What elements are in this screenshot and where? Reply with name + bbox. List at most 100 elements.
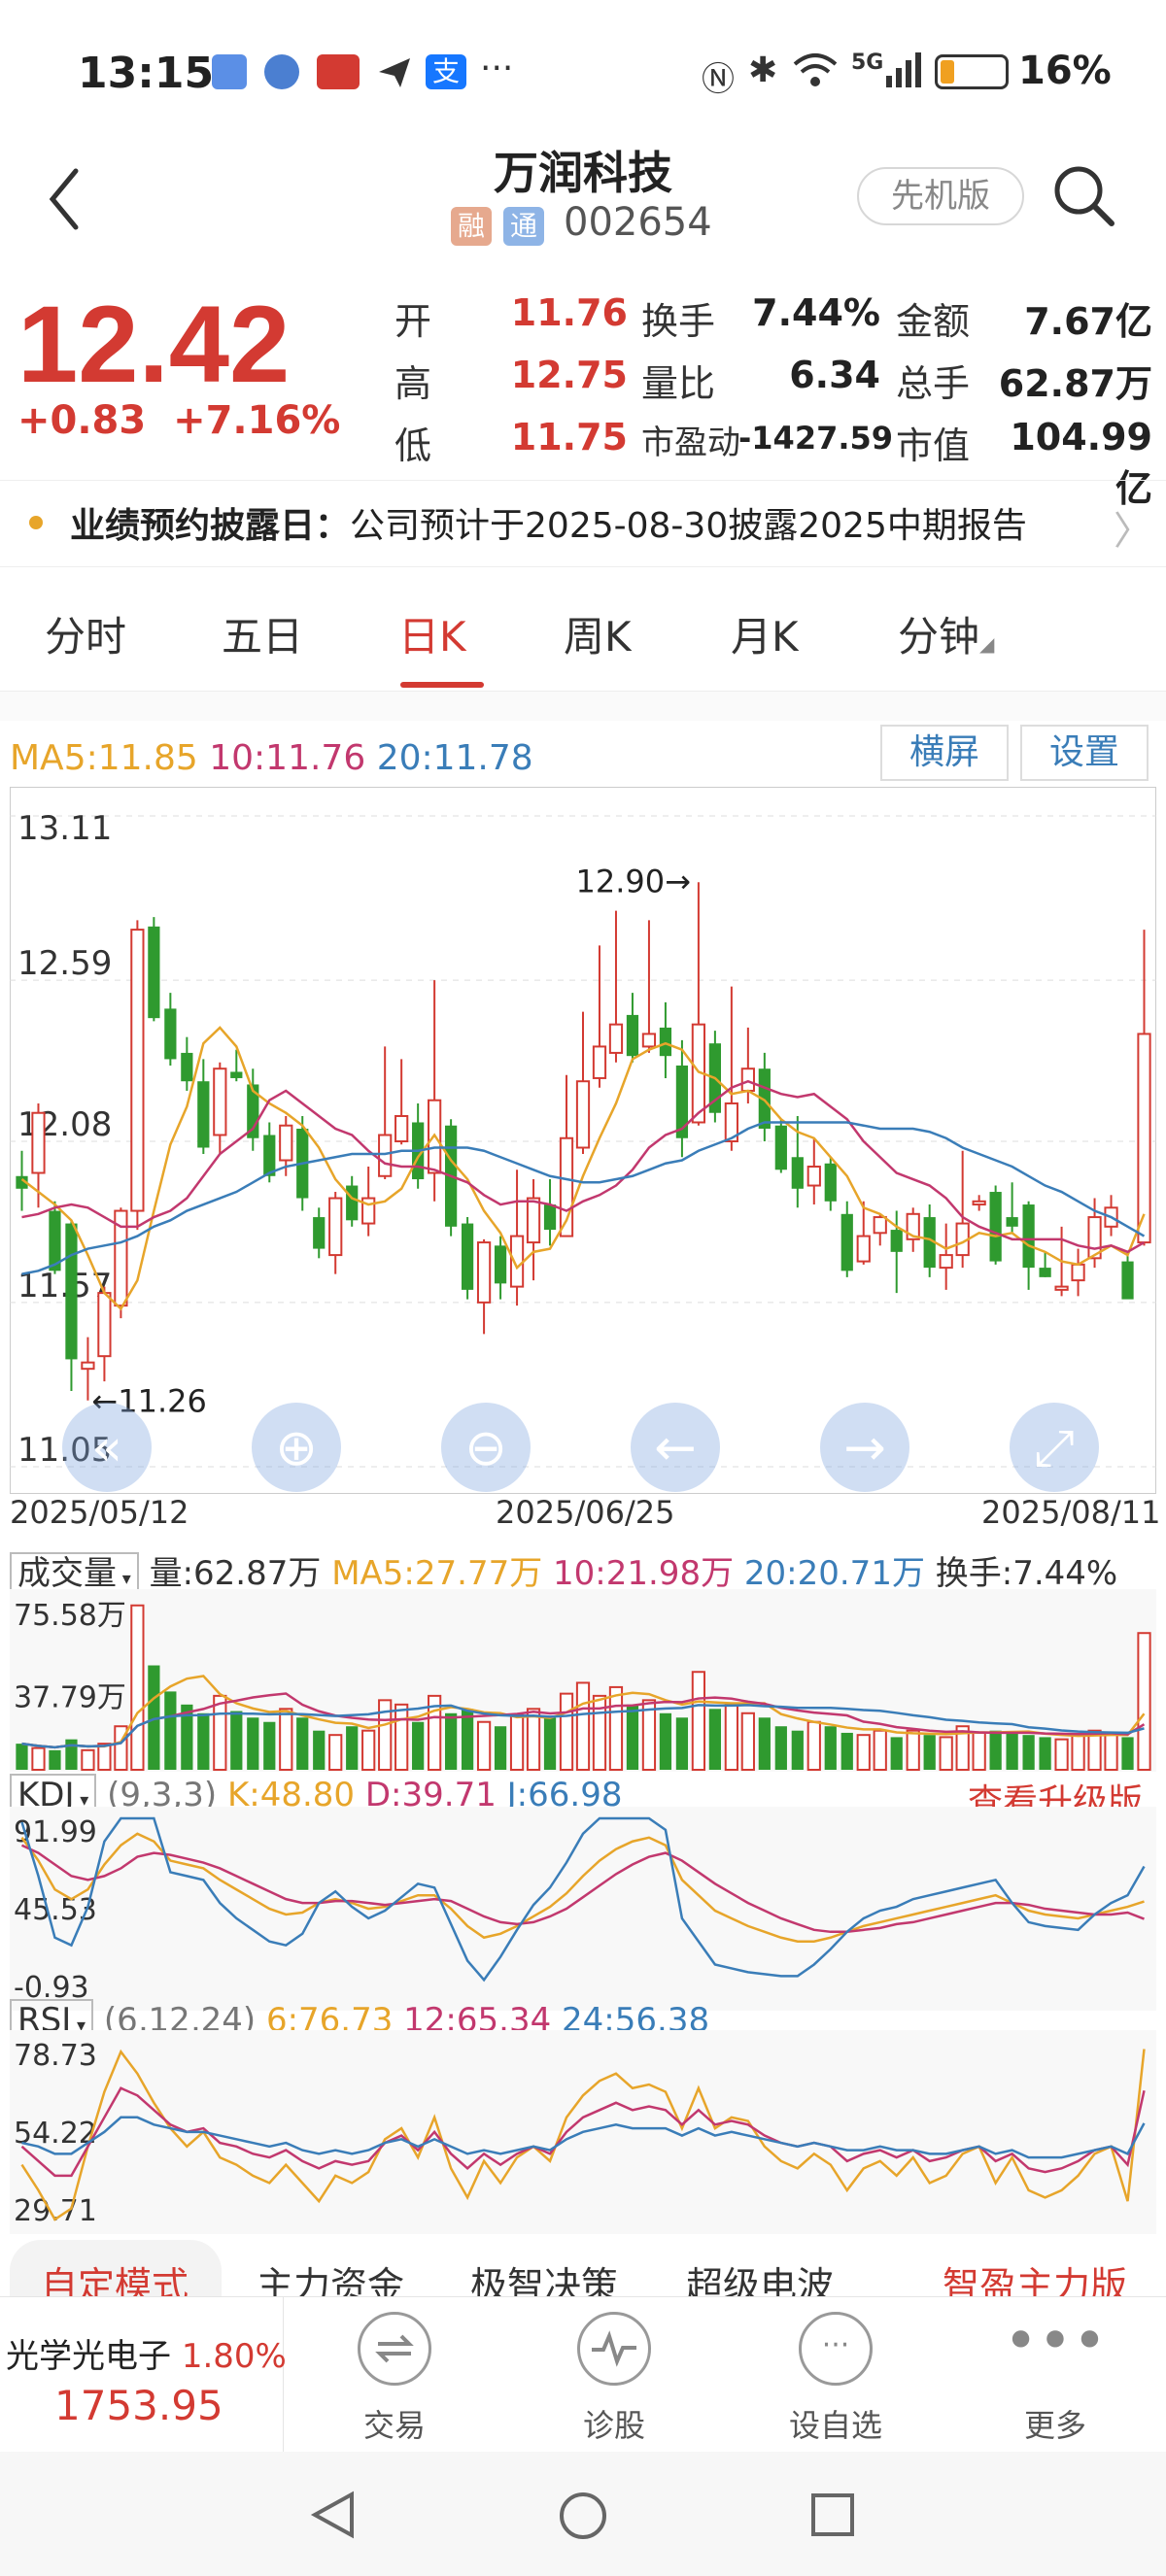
nfc-icon: Ⓝ [702,60,735,99]
kline-chart[interactable]: 13.1112.5912.0811.5711.0512.90→←11.26«⊕⊖… [10,787,1156,1494]
sector-index-card[interactable] [0,2296,284,2452]
candle-body [346,1185,359,1221]
volume-ma10-line [21,1692,1146,1749]
tab-monthly-k[interactable]: 月K [731,613,799,661]
volume-bar [559,1692,574,1771]
candle-body [461,1223,474,1290]
volume-bar [989,1730,1002,1770]
arrow-left-icon[interactable] [631,1403,720,1492]
arrow-right-icon-glyph: → [843,1419,886,1477]
zoom-in-icon[interactable] [252,1403,341,1492]
volume-bar [856,1734,871,1771]
candle-body [890,1230,903,1252]
volume-bar [494,1726,507,1770]
volume-bar [461,1709,474,1770]
kdj_j-line [20,1816,1146,1983]
volume-y-tick: 75.58万 [14,1599,126,1633]
volume-ma20: 20:20.71万 [743,1554,925,1593]
candle-body [1071,1263,1085,1282]
candle-body [328,1197,343,1257]
browser-icon [264,54,299,89]
tab-intraday[interactable]: 分时 [45,613,127,661]
volume-bar [197,1712,210,1770]
candle-body [758,1068,771,1129]
nav-add-watchlist[interactable]: ··· 设自选 [758,2312,913,2446]
candle-body [939,1254,953,1270]
volume-bar [806,1720,821,1771]
candle-body [164,1008,177,1060]
system-back-icon[interactable] [309,2491,358,2539]
amount-value: 7.67亿 [1024,300,1152,343]
candle-body [114,1209,128,1307]
volume-bar [346,1726,359,1770]
current-price: 12.42 [17,284,291,405]
candle-body [263,1135,276,1176]
volume-bar [148,1665,160,1770]
earnings-notice-bar[interactable] [0,480,1166,567]
candle-body [378,1134,393,1177]
ma5-line [20,1026,1146,1311]
nav-diagnose[interactable]: 诊股 [536,2312,692,2446]
ma5-value: MA5:11.85 [10,738,198,778]
pioneer-version-button[interactable]: 先机版 [857,167,1024,225]
volume-bar [708,1709,721,1770]
candle-body [774,1125,787,1170]
candle-body [543,1204,557,1231]
nav-more[interactable]: ••• 更多 [977,2312,1133,2446]
tab-minute[interactable]: 分钟◢ [898,604,994,663]
system-nav-bar [0,2452,1166,2576]
system-recent-icon[interactable] [810,2492,855,2537]
volume-chart[interactable]: 75.58万 37.79万 [10,1589,1156,1772]
candle-body [49,1210,61,1271]
volume-bar [575,1681,591,1771]
alipay-icon: 支 [426,54,466,89]
pe-label: 市盈动 [641,424,740,462]
sector-index-value: 1753.95 [54,2382,223,2429]
chart-period-tabs [0,583,1166,692]
arrow-right-icon[interactable] [820,1403,909,1492]
candle-body [923,1217,936,1269]
candle-body [130,929,145,1212]
candle-body [840,1213,853,1271]
landscape-button[interactable]: 横屏 [880,725,1009,781]
volume-bar [626,1704,639,1770]
tab-daily-k[interactable]: 日K [398,613,466,661]
system-home-icon[interactable] [558,2491,608,2541]
low-price-marker: ←11.26 [91,1383,206,1420]
stock-name: 万润科技 [494,147,672,199]
volume-indicator-select[interactable]: 成交量 ▾ [10,1552,139,1595]
pe-value: -1427.59 [738,420,894,457]
amount-label: 金额 [896,300,971,343]
zoom-out-icon[interactable] [441,1403,531,1492]
candle-body [81,1361,95,1371]
search-icon[interactable] [1051,163,1117,229]
candle-body [626,1014,639,1057]
earnings-notice: 业绩预约披露日：公司预计于2025-08-30披露2025中期报告 [70,497,1027,548]
back-arrow-icon[interactable] [47,165,86,233]
wifi-icon [791,51,840,89]
volume-ratio-value: 6.34 [789,354,880,396]
volume-ma5-line [21,1675,1146,1749]
candle-body [1054,1285,1069,1291]
tab-weekly-k[interactable]: 周K [564,613,632,661]
volume-bar [791,1730,804,1770]
nav-diagnose-label: 诊股 [582,2407,645,2444]
nav-trade[interactable]: 交易 [317,2312,472,2446]
settings-button[interactable]: 设置 [1020,725,1149,781]
volume-bar [758,1717,771,1770]
candle-body [394,1114,409,1143]
volume-bar [31,1746,46,1771]
volume-bar [263,1721,276,1770]
rewind-icon[interactable] [62,1403,152,1492]
tab-five-day[interactable]: 五日 [222,613,304,661]
volume-bar [476,1720,492,1771]
volume-bar [923,1735,936,1770]
chevron-right-icon[interactable]: 〉 [1114,509,1152,554]
kline-y-tick: 11.05 [17,1431,112,1470]
volume-bar [130,1604,145,1772]
candle-body [1039,1268,1051,1277]
fullscreen-icon[interactable] [1010,1403,1099,1492]
volume-bar [543,1717,557,1770]
